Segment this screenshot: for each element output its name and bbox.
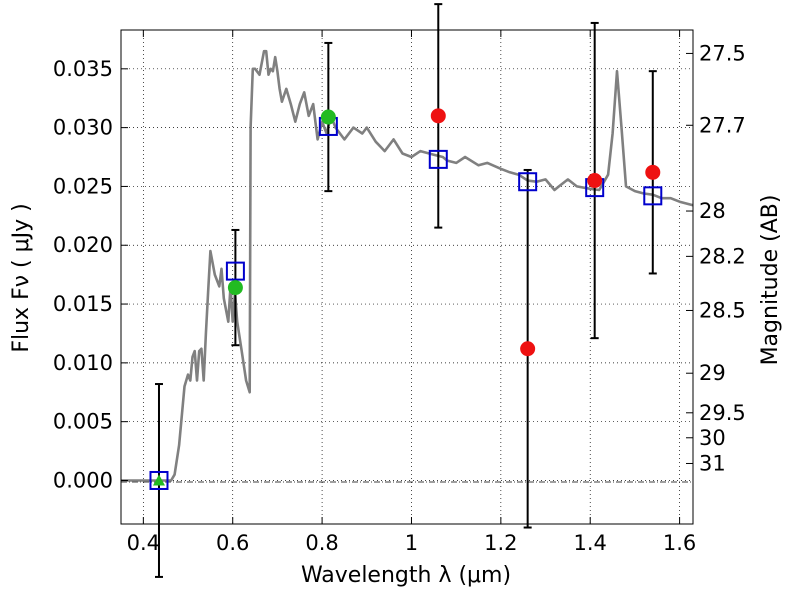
x-tick-label: 0.8: [305, 531, 338, 555]
x-axis-label: Wavelength λ (μm): [301, 563, 511, 588]
y-axis-label: Flux Fν ( μJy ): [9, 203, 34, 352]
observed-point: [645, 164, 661, 180]
y-tick-label: 0.005: [53, 410, 113, 434]
mag-tick-label: 30: [699, 426, 726, 450]
plot-area: [121, 30, 693, 524]
mag-tick-label: 28: [699, 199, 726, 223]
mag-tick-label: 29.5: [699, 401, 746, 425]
plot-frame: [120, 29, 694, 525]
mag-tick-label: 31: [699, 451, 726, 475]
data-layer: [121, 3, 694, 578]
y-tick-label: 0.020: [53, 233, 113, 257]
observed-point: [520, 341, 536, 357]
mag-tick-label: 27.7: [699, 113, 746, 137]
y2-axis-label: Magnitude (AB): [758, 195, 783, 366]
x-tick-label: 0.4: [127, 531, 160, 555]
model-spectrum-line: [121, 49, 694, 482]
model-photometry-square: [149, 470, 169, 490]
model-photometry-square: [518, 172, 538, 192]
y-tick-label: 0.035: [53, 57, 113, 81]
y-tick-label: 0.000: [53, 468, 113, 492]
observed-point: [430, 108, 446, 124]
observed-point-triangle: [152, 474, 165, 486]
axes: 0.4 0.6 0.8 1 1.2 1.4 1.6 0.000 0.005 0.010 0.015 0…: [53, 30, 746, 555]
mag-tick-label: 27.5: [699, 41, 746, 65]
model-photometry-square: [225, 261, 245, 281]
y-tick-label: 0.025: [53, 174, 113, 198]
mag-tick-label: 28.5: [699, 298, 746, 322]
y-tick-label: 0.030: [53, 116, 113, 140]
x-tick-label: 0.6: [216, 531, 249, 555]
mag-tick-label: 29: [699, 361, 726, 385]
mag-tick-label: 28.2: [699, 244, 746, 268]
model-photometry-square: [643, 186, 663, 206]
x-tick-label: 1.6: [663, 531, 696, 555]
y-tick-label: 0.015: [53, 292, 113, 316]
observed-point: [320, 109, 336, 125]
observed-point: [587, 173, 603, 189]
y-tick-label: 0.010: [53, 351, 113, 375]
model-photometry-square: [428, 149, 448, 169]
x-tick-label: 1.4: [574, 531, 607, 555]
x-tick-label: 1.2: [484, 531, 517, 555]
observed-point: [227, 280, 243, 296]
x-tick-label: 1: [405, 531, 418, 555]
